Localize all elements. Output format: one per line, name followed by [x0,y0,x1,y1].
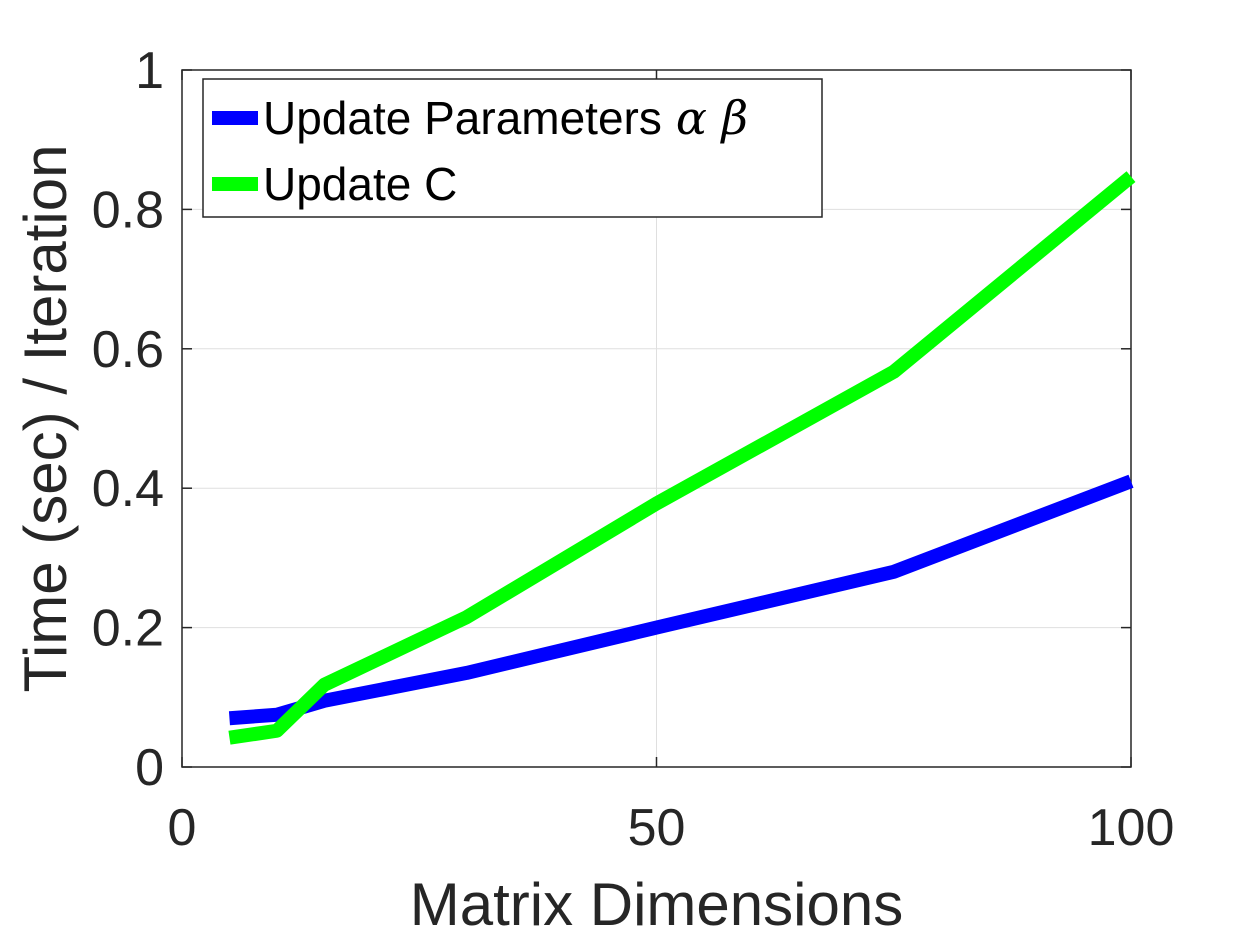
y-tick-label: 0.4 [92,460,164,518]
legend-label-name: Update C [263,158,457,210]
legend-label-name: Update Parameters [263,92,662,144]
legend-label-greek: α β [676,91,748,145]
y-axis-label: Time (sec) / Iteration [12,145,79,693]
x-tick-labels: 0 50 100 [168,799,1175,857]
legend-box [202,78,823,218]
x-tick-label: 100 [1088,799,1175,857]
y-tick-label: 1 [135,42,164,100]
series-line-1 [228,474,1134,726]
y-tick-label: 0 [135,739,164,797]
x-tick-label: 50 [628,799,686,857]
x-tick-label: 0 [168,799,197,857]
x-axis-label: Matrix Dimensions [410,871,903,938]
y-tick-label: 0.6 [92,321,164,379]
legend: Update Parameters α β Update C [202,78,823,218]
legend-label: Update C [263,158,457,210]
series-line-2 [228,171,1136,745]
y-tick-label: 0.2 [92,600,164,658]
y-tick-labels: 0 0.2 0.4 0.6 0.8 1 [92,42,164,797]
series-layer [228,171,1136,745]
legend-label: Update Parameters α β [263,91,748,145]
y-tick-label: 0.8 [92,181,164,239]
